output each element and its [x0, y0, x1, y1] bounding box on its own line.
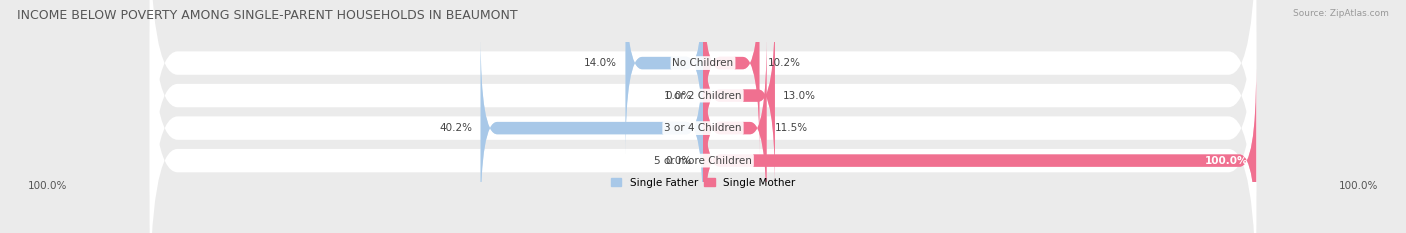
FancyBboxPatch shape — [150, 0, 1256, 233]
Text: 1 or 2 Children: 1 or 2 Children — [664, 91, 742, 101]
Text: Source: ZipAtlas.com: Source: ZipAtlas.com — [1294, 9, 1389, 18]
Text: 3 or 4 Children: 3 or 4 Children — [664, 123, 742, 133]
Text: 10.2%: 10.2% — [768, 58, 801, 68]
FancyBboxPatch shape — [150, 0, 1256, 233]
Text: 11.5%: 11.5% — [775, 123, 808, 133]
Text: 100.0%: 100.0% — [1339, 181, 1378, 191]
Text: 100.0%: 100.0% — [28, 181, 67, 191]
FancyBboxPatch shape — [703, 69, 1256, 233]
Text: 0.0%: 0.0% — [665, 156, 692, 166]
Text: 0.0%: 0.0% — [665, 91, 692, 101]
Text: 14.0%: 14.0% — [585, 58, 617, 68]
FancyBboxPatch shape — [150, 10, 1256, 233]
FancyBboxPatch shape — [626, 0, 703, 154]
FancyBboxPatch shape — [703, 4, 775, 187]
FancyBboxPatch shape — [703, 0, 759, 154]
Text: No Children: No Children — [672, 58, 734, 68]
Legend: Single Father, Single Mother: Single Father, Single Mother — [610, 178, 796, 188]
Text: 40.2%: 40.2% — [439, 123, 472, 133]
FancyBboxPatch shape — [703, 69, 1256, 233]
FancyBboxPatch shape — [703, 37, 766, 219]
FancyBboxPatch shape — [703, 0, 759, 154]
FancyBboxPatch shape — [703, 4, 775, 187]
FancyBboxPatch shape — [150, 0, 1256, 214]
FancyBboxPatch shape — [703, 37, 766, 219]
Text: INCOME BELOW POVERTY AMONG SINGLE-PARENT HOUSEHOLDS IN BEAUMONT: INCOME BELOW POVERTY AMONG SINGLE-PARENT… — [17, 9, 517, 22]
Text: 100.0%: 100.0% — [1205, 156, 1249, 166]
FancyBboxPatch shape — [626, 0, 703, 154]
Text: 13.0%: 13.0% — [783, 91, 817, 101]
Text: 5 or more Children: 5 or more Children — [654, 156, 752, 166]
FancyBboxPatch shape — [481, 37, 703, 219]
FancyBboxPatch shape — [481, 37, 703, 219]
